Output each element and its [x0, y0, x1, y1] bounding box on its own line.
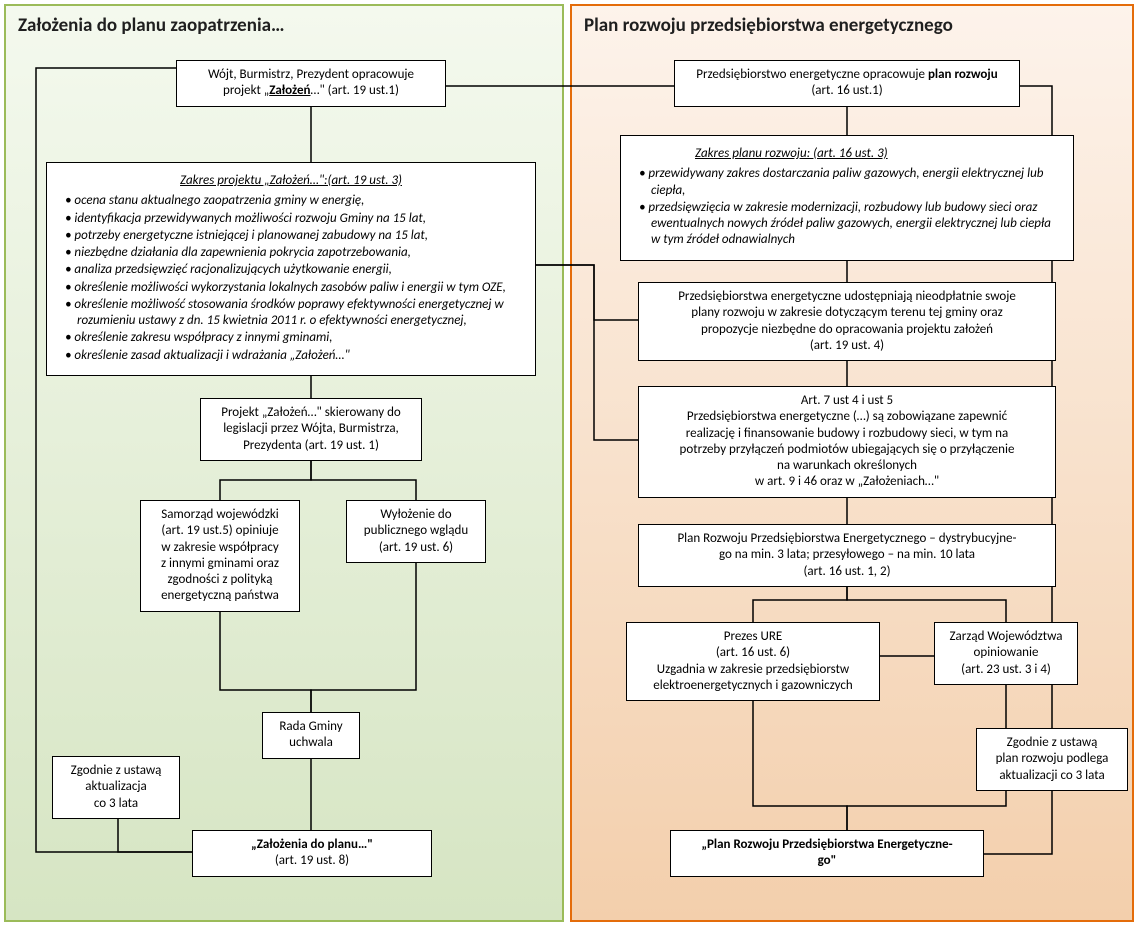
text: Wyłożenie do [380, 507, 451, 522]
text: plan rozwoju podlega [996, 751, 1109, 766]
list-item: określenie zasad aktualizacji i wdrażani… [65, 348, 521, 364]
diagram-root: Założenia do planu zaopatrzenia… Plan ro… [0, 0, 1141, 927]
text: zgodności z polityką [167, 572, 272, 587]
text: Zarząd Województwa [949, 629, 1062, 644]
text: Uzgadnia w zakresie przedsiębiorstw [657, 662, 849, 677]
text: uchwala [289, 735, 333, 750]
text: Przedsiębiorstwo energetyczne opracowuje [696, 67, 928, 82]
node-r4: Art. 7 ust 4 i ust 5 Przedsiębiorstwa en… [638, 386, 1056, 498]
list-item: przewidywany zakres dostarczania paliw g… [639, 166, 1059, 199]
text: „Plan Rozwoju Przedsiębiorstwa Energetyc… [701, 837, 952, 852]
node-l2: Zakres projektu „Założeń…":(art. 19 ust.… [46, 162, 536, 376]
node-l3: Projekt „Założeń…" skierowany do legisla… [200, 398, 422, 461]
text: energetyczną państwa [161, 588, 279, 603]
text: z innymi gminami oraz [161, 556, 279, 571]
text: Założeń [269, 83, 310, 98]
node-l8: „Założenia do planu…" (art. 19 ust. 8) [192, 830, 432, 877]
text: (art. 16 ust.1) [811, 83, 882, 98]
node-l6: Rada Gminy uchwala [262, 712, 360, 759]
text: Plan Rozwoju Przedsiębiorstwa Energetycz… [677, 531, 1016, 546]
text: potrzeby przyłączeń podmiotów ubiegający… [680, 442, 1015, 457]
text: na warunkach określonych [777, 458, 917, 473]
text: Zgodnie z ustawą [1007, 735, 1098, 750]
text: Przedsiębiorstwa energetyczne udostępnia… [678, 289, 1016, 304]
text: (art. 23 ust. 3 i 4) [961, 662, 1051, 677]
text: Przedsiębiorstwa energetyczne (…) są zob… [687, 409, 1007, 424]
list-item: określenie możliwość stosowania środków … [65, 297, 521, 330]
text: (art. 19 ust. 6) [379, 540, 453, 555]
text: w zakresie współpracy [161, 540, 278, 555]
text: Wójt, Burmistrz, Prezydent opracowuje [208, 67, 414, 82]
list-item: określenie zakresu współpracy z innymi g… [65, 330, 521, 346]
text: aktualizacja [85, 779, 146, 794]
text: elektroenergetycznych i gazowniczych [653, 678, 852, 693]
node-l1: Wójt, Burmistrz, Prezydent opracowuje pr… [176, 60, 446, 107]
text: w art. 9 i 46 oraz w „Założeniach…" [755, 474, 939, 489]
node-r7: Zarząd Województwa opiniowanie (art. 23 … [934, 622, 1078, 685]
text: Zakres projektu „Założeń…":(art. 19 ust.… [61, 173, 521, 189]
text: Prezydenta (art. 19 ust. 1) [243, 438, 379, 453]
text: (art. 16 ust. 6) [716, 645, 790, 660]
list-item: potrzeby energetyczne istniejącej i plan… [65, 228, 521, 244]
text: projekt „ [223, 83, 269, 98]
text: Zgodnie z ustawą [71, 763, 162, 778]
list-item: określenie możliwości wykorzystania loka… [65, 280, 521, 296]
node-r5: Plan Rozwoju Przedsiębiorstwa Energetycz… [638, 524, 1056, 587]
text: Art. 7 ust 4 i ust 5 [801, 393, 893, 408]
text: aktualizacji co 3 lata [999, 768, 1104, 783]
node-r3: Przedsiębiorstwa energetyczne udostępnia… [638, 282, 1056, 361]
list-item: identyfikacja przewidywanych możliwości … [65, 211, 521, 227]
list-item: niezbędne działania dla zapewnienia pokr… [65, 245, 521, 261]
node-r8: Zgodnie z ustawą plan rozwoju podlega ak… [976, 728, 1128, 791]
node-l5: Wyłożenie do publicznego wglądu (art. 19… [346, 500, 486, 563]
panel-right-title: Plan rozwoju przedsiębiorstwa energetycz… [584, 14, 953, 37]
text: …" (art. 19 ust.1) [311, 83, 399, 98]
text: realizację i finansowanie budowy i rozbu… [686, 426, 1008, 441]
node-r9: „Plan Rozwoju Przedsiębiorstwa Energetyc… [670, 830, 984, 877]
text: plany rozwoju w zakresie dotyczącym tere… [691, 305, 1003, 320]
text: (art. 19 ust. 8) [275, 853, 349, 868]
text: Zakres planu rozwoju: (art. 16 ust. 3) [635, 146, 1059, 162]
list-item: przedsięwzięcia w zakresie modernizacji,… [639, 200, 1059, 249]
text: Prezes URE [724, 629, 783, 644]
text: plan rozwoju [928, 67, 998, 82]
text: legislacji przez Wójta, Burmistrza, [223, 421, 399, 436]
text: (art. 19 ust.5) opiniuje [161, 523, 278, 538]
list-item: analiza przedsięwzięć racjonalizujących … [65, 262, 521, 278]
node-r6: Prezes URE (art. 16 ust. 6) Uzgadnia w z… [626, 622, 880, 701]
node-l4: Samorząd wojewódzki (art. 19 ust.5) opin… [140, 500, 300, 612]
node-l7: Zgodnie z ustawą aktualizacja co 3 lata [52, 756, 180, 819]
r2-list: przewidywany zakres dostarczania paliw g… [635, 166, 1059, 248]
text: propozycje niezbędne do opracowania proj… [701, 322, 993, 337]
text: (art. 16 ust. 1, 2) [803, 564, 890, 579]
text: go na min. 3 lata; przesyłowego – na min… [719, 547, 975, 562]
text: co 3 lata [94, 796, 138, 811]
node-r1: Przedsiębiorstwo energetyczne opracowuje… [674, 60, 1020, 107]
node-r2: Zakres planu rozwoju: (art. 16 ust. 3) p… [620, 135, 1074, 261]
text: Projekt „Założeń…" skierowany do [221, 405, 401, 420]
text: Samorząd wojewódzki [161, 507, 279, 522]
text: (art. 19 ust. 4) [810, 338, 884, 353]
text: go" [818, 853, 837, 868]
list-item: ocena stanu aktualnego zaopatrzenia gmin… [65, 193, 521, 209]
text: „Założenia do planu…" [251, 837, 373, 852]
panel-left-title: Założenia do planu zaopatrzenia… [18, 14, 285, 37]
text: publicznego wglądu [364, 523, 468, 538]
text: opiniowanie [974, 645, 1039, 660]
text: Rada Gminy [279, 719, 342, 734]
l2-list: ocena stanu aktualnego zaopatrzenia gmin… [61, 193, 521, 364]
